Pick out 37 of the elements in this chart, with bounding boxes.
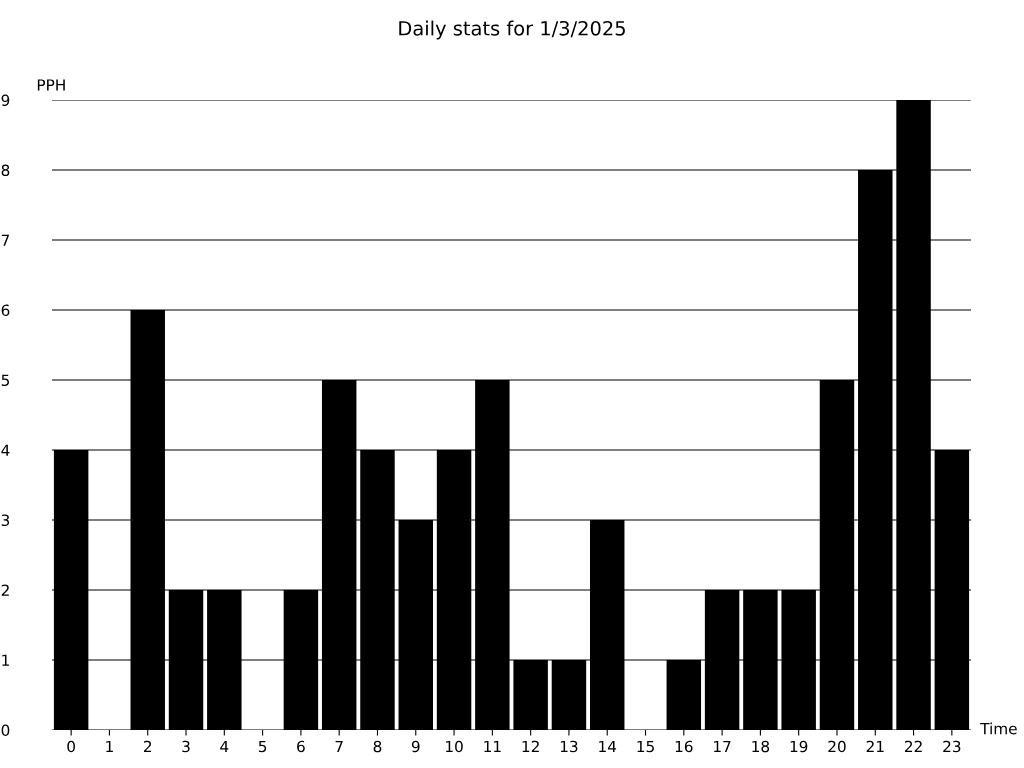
- x-tick-label: 9: [411, 740, 420, 753]
- x-tick-label: 6: [297, 740, 305, 753]
- x-tick-label: 16: [675, 740, 693, 753]
- y-tick-label: 1: [2, 654, 9, 666]
- y-tick-label: 8: [1, 164, 10, 177]
- x-tick-label: 2: [143, 740, 152, 753]
- x-tick-label: 13: [560, 740, 578, 753]
- y-tick-label: 3: [1, 514, 10, 527]
- x-tick-label: 20: [828, 740, 846, 753]
- chart-title: Daily stats for 1/3/2025: [399, 20, 625, 40]
- x-tick-label: 17: [714, 740, 731, 753]
- x-tick-label: 7: [335, 740, 343, 753]
- x-tick-label: 19: [790, 740, 808, 753]
- y-tick-label: 5: [1, 374, 9, 387]
- y-tick-label: 0: [1, 724, 10, 737]
- x-tick-label: 12: [522, 740, 539, 753]
- x-tick-label: 23: [943, 740, 961, 753]
- x-tick-label: 10: [446, 740, 463, 753]
- x-tick-label: 1: [106, 740, 113, 753]
- x-tick-label: 0: [67, 740, 75, 753]
- y-tick-label: 7: [1, 234, 10, 246]
- x-tick-label: 18: [752, 740, 770, 753]
- y-tick-label: 9: [1, 94, 10, 107]
- y-axis-title: PPH: [37, 79, 65, 91]
- x-tick-label: 4: [220, 740, 229, 753]
- x-tick-label: 15: [637, 740, 654, 753]
- x-tick-label: 8: [373, 740, 382, 753]
- y-tick-label: 4: [1, 444, 10, 456]
- x-tick-label: 11: [484, 740, 501, 753]
- x-tick-label: 5: [258, 740, 267, 753]
- x-axis-title: Time: [980, 722, 1017, 735]
- x-tick-label: 14: [599, 740, 617, 753]
- y-tick-label: 6: [1, 304, 10, 317]
- x-tick-label: 3: [182, 740, 190, 753]
- x-tick-label: 22: [904, 740, 922, 753]
- y-tick-label: 2: [1, 584, 9, 596]
- x-tick-label: 21: [866, 740, 884, 753]
